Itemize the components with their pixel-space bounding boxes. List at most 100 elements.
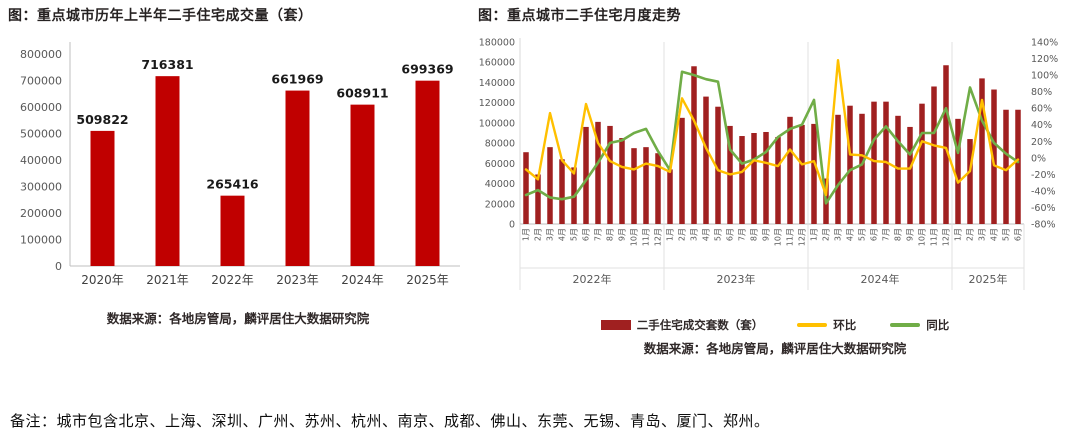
legend-label-volume: 二手住宅成交套数（套）	[636, 318, 764, 332]
month-tick-label: 2月	[678, 228, 687, 241]
month-bar	[775, 137, 781, 224]
y-tick-label: 600000	[20, 101, 62, 114]
year-group-label: 2025年	[969, 272, 1008, 286]
right-axis-tick-label: 20%	[1031, 137, 1052, 148]
mom-line	[524, 59, 1020, 197]
month-tick-label: 1月	[810, 228, 819, 241]
legend-item-volume: 二手住宅成交套数（套）	[600, 317, 764, 333]
month-tick-label: 4月	[846, 228, 855, 241]
left-axis-tick-label: 20000	[485, 199, 515, 210]
right-axis-tick-label: 80%	[1031, 87, 1052, 98]
month-tick-label: 6月	[870, 228, 879, 241]
month-tick-label: 4月	[990, 228, 999, 241]
right-axis-tick-label: 140%	[1031, 38, 1058, 49]
y-tick-label: 700000	[20, 75, 62, 88]
right-axis-tick-label: 120%	[1031, 54, 1058, 65]
month-bar	[799, 124, 805, 224]
month-tick-label: 1月	[954, 228, 963, 241]
left-axis-tick-label: 180000	[479, 38, 515, 49]
right-axis-tick-label: 60%	[1031, 104, 1052, 115]
bar-value-label: 509822	[76, 112, 128, 127]
month-tick-label: 7月	[594, 228, 603, 241]
month-bar	[811, 123, 817, 224]
month-tick-label: 9月	[618, 228, 627, 241]
month-tick-label: 7月	[738, 228, 747, 241]
month-tick-label: 6月	[726, 228, 735, 241]
bar	[155, 76, 180, 267]
legend-item-mom: 环比	[797, 317, 856, 333]
left-axis-tick-label: 0	[509, 220, 515, 231]
month-tick-label: 3月	[978, 228, 987, 241]
right-chart-title: 图：重点城市二手住宅月度走势	[478, 8, 681, 24]
y-tick-label: 100000	[20, 234, 62, 247]
left-axis-tick-label: 80000	[485, 139, 515, 150]
y-tick-label: 0	[55, 260, 62, 273]
month-tick-label: 11月	[786, 228, 795, 246]
bar	[285, 90, 310, 266]
month-bar	[703, 96, 709, 224]
month-bar	[943, 65, 949, 224]
month-tick-label: 5月	[1002, 228, 1011, 241]
month-bar	[979, 78, 985, 225]
x-category-label: 2025年	[406, 273, 449, 287]
month-bar	[931, 86, 937, 224]
x-category-label: 2024年	[341, 273, 384, 287]
y-tick-label: 200000	[20, 207, 62, 220]
month-tick-label: 8月	[606, 228, 615, 241]
month-bar	[847, 105, 853, 224]
bar-value-label: 608911	[336, 86, 388, 101]
bar-value-label: 265416	[206, 177, 258, 192]
month-tick-label: 6月	[1014, 228, 1023, 241]
month-bar	[739, 136, 745, 224]
x-category-label: 2020年	[81, 273, 124, 287]
year-group-label: 2024年	[861, 272, 900, 286]
month-tick-label: 12月	[798, 228, 807, 246]
month-tick-label: 9月	[762, 228, 771, 241]
month-bar	[787, 116, 793, 224]
month-bar	[715, 106, 721, 224]
month-tick-label: 5月	[858, 228, 867, 241]
month-bar	[1003, 109, 1009, 224]
month-tick-label: 8月	[750, 228, 759, 241]
month-tick-label: 10月	[918, 228, 927, 246]
monthly-chart-panel: 图：重点城市二手住宅月度走势 0 20000 40000 60000 80000 1000…	[478, 6, 1072, 357]
y-tick-label: 400000	[20, 154, 62, 167]
legend-label-mom: 环比	[833, 318, 857, 332]
month-tick-label: 5月	[570, 228, 579, 241]
month-tick-label: 10月	[630, 228, 639, 246]
left-axis-tick-label: 160000	[479, 58, 515, 69]
month-tick-label: 10月	[774, 228, 783, 246]
year-group-label: 2023年	[717, 272, 756, 286]
legend-label-yoy: 同比	[926, 318, 950, 332]
month-bar	[895, 115, 901, 224]
bar	[415, 80, 440, 267]
month-bar	[691, 66, 697, 224]
month-bar	[523, 152, 529, 224]
page-note: 备注：城市包含北京、上海、深圳、广州、苏州、杭州、南京、成都、佛山、东莞、无锡、…	[10, 412, 770, 430]
month-tick-label: 2月	[966, 228, 975, 241]
right-axis-tick-label: -20%	[1031, 170, 1056, 181]
month-bar	[655, 153, 661, 224]
left-axis-tick-label: 60000	[485, 159, 515, 170]
left-axis-tick-label: 40000	[485, 179, 515, 190]
month-bar	[559, 159, 565, 224]
month-bar	[643, 147, 649, 224]
left-axis-tick-label: 120000	[479, 98, 515, 109]
month-bar	[955, 118, 961, 224]
month-tick-label: 1月	[666, 228, 675, 241]
month-tick-label: 9月	[906, 228, 915, 241]
month-tick-label: 6月	[582, 228, 591, 241]
y-tick-label: 500000	[20, 128, 62, 141]
right-source-line: 数据来源：各地房管局，麟评居住大数据研究院	[643, 341, 907, 356]
y-tick-label: 800000	[20, 48, 62, 61]
month-bar	[967, 139, 973, 224]
half-year-chart-panel: 图：重点城市历年上半年二手住宅成交量（套） 0 100000 200000 30000…	[8, 6, 468, 327]
month-bar	[631, 148, 637, 224]
month-bar	[919, 103, 925, 224]
month-bar	[667, 169, 673, 224]
y-tick-label: 300000	[20, 181, 62, 194]
right-axis-tick-label: 0%	[1031, 153, 1046, 164]
right-axis-tick-label: -60%	[1031, 203, 1056, 214]
month-tick-label: 2月	[822, 228, 831, 241]
